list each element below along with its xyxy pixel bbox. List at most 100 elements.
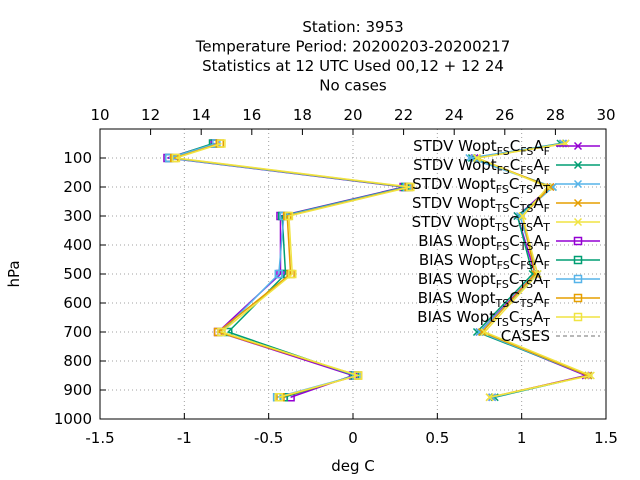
legend-label-part: TS: [518, 221, 533, 234]
data-point: [472, 153, 482, 163]
legend-label-part: F: [544, 164, 550, 177]
series-bottom: [171, 139, 415, 402]
legend-label-part: A: [533, 308, 544, 326]
data-point: [518, 211, 527, 221]
y-tick-label: 800: [63, 352, 92, 370]
x-tick-label: -1.5: [85, 429, 114, 447]
legend-label-part: TS: [494, 221, 509, 234]
legend-label-part: TS: [518, 316, 533, 329]
y-tick-label: 500: [63, 265, 92, 283]
legend-label-part: TS: [494, 316, 509, 329]
x2-tick-label: 20: [343, 106, 362, 124]
data-point: [480, 327, 489, 337]
legend-label-part: BIAS Wopt: [418, 289, 496, 307]
series-line: [474, 142, 594, 398]
x2-tick-label: 14: [192, 106, 211, 124]
legend-label-part: A: [533, 251, 544, 269]
data-point: [573, 312, 583, 322]
legend-label-part: FS: [497, 145, 510, 158]
y-tick-label: 100: [63, 149, 92, 167]
x-tick-label: 0: [348, 429, 358, 447]
y-tick-label: 600: [63, 294, 92, 312]
legend-label-part: BIAS Wopt: [418, 270, 496, 288]
title-line: Temperature Period: 20200203-20200217: [195, 38, 511, 56]
x2-tick-label: 26: [495, 106, 514, 124]
legend-label: BIAS WoptTSCTSAT: [417, 308, 550, 329]
legend-label: BIAS WoptFSCTSAF: [418, 232, 550, 253]
y-tick-label: 900: [63, 381, 92, 399]
legend-label: BIAS WoptFSCFSAF: [419, 251, 550, 272]
axis-ticks: -1.5 -1 -0.5 0 0.5 1 1.5 10 12 14 16 18 20 22 24 26 28 30…: [54, 106, 618, 447]
data-point: [573, 179, 583, 189]
legend-label-part: FS: [496, 183, 509, 196]
data-point: [477, 327, 487, 337]
legend-label-part: F: [544, 240, 550, 253]
legend-label-part: C: [510, 137, 520, 155]
data-point: [543, 182, 552, 192]
legend-label-part: TS: [519, 297, 534, 310]
data-point: [573, 274, 583, 284]
chart-title: Station: 3953 Temperature Period: 2020020…: [195, 18, 511, 95]
title-line: Statistics at 12 UTC Used 00,12 + 12 24: [202, 57, 504, 75]
legend-label-part: T: [542, 278, 550, 291]
y-tick-label: 300: [63, 207, 92, 225]
legend-label-part: FS: [496, 240, 509, 253]
legend-label-part: A: [533, 270, 544, 288]
legend-label-part: BIAS Wopt: [418, 232, 496, 250]
x-tick-label: 1: [517, 429, 527, 447]
legend-label: STDV WoptTSCTSAF: [412, 194, 550, 215]
legend-label-part: TS: [518, 183, 533, 196]
x2-tick-label: 12: [141, 106, 160, 124]
legend-label-part: F: [544, 202, 550, 215]
data-point: [171, 153, 181, 163]
legend-label-part: BIAS Wopt: [417, 308, 495, 326]
legend-label-part: C: [510, 156, 520, 174]
x2-tick-label: 10: [90, 106, 109, 124]
legend-label-part: A: [533, 156, 544, 174]
x-tick-label: 1.5: [594, 429, 618, 447]
x-axis-label: deg C: [331, 457, 375, 475]
legend-label-part: C: [509, 270, 519, 288]
data-point: [284, 211, 294, 221]
y-tick-label: 1000: [54, 410, 92, 428]
legend-label-part: C: [509, 289, 519, 307]
legend-label-part: FS: [520, 259, 533, 272]
data-point: [573, 141, 583, 151]
legend-label-part: STDV Wopt: [412, 213, 496, 231]
legend-label-part: C: [509, 175, 519, 193]
x-tick-label: -0.5: [254, 429, 283, 447]
data-point: [465, 153, 474, 163]
data-point: [217, 327, 226, 337]
legend-label-part: TS: [519, 202, 534, 215]
grid: [100, 129, 606, 419]
data-point: [485, 393, 494, 402]
legend-label-part: CASES: [501, 327, 550, 345]
legend-label: BIAS WoptTSCTSAF: [418, 289, 550, 310]
x2-tick-label: 16: [242, 106, 261, 124]
legend-label-part: TS: [519, 240, 534, 253]
legend-label-part: STDV Wopt: [413, 137, 497, 155]
data-point: [533, 269, 542, 279]
x2-tick-label: 22: [394, 106, 413, 124]
legend-label: STDV WoptTSCTSAT: [412, 213, 551, 234]
data-point: [406, 182, 415, 192]
legend-label-part: A: [533, 232, 544, 250]
legend-label-part: F: [544, 297, 550, 310]
data-point: [274, 393, 284, 402]
legend-label-part: C: [509, 308, 519, 326]
legend-label-part: A: [533, 213, 544, 231]
legend-label-part: F: [544, 259, 550, 272]
legend-label: STDV WoptFSCFSAF: [413, 156, 550, 177]
legend-label: STDV WoptFSCFSAF: [413, 137, 550, 158]
legend-label: STDV WoptFSCTSAT: [412, 175, 550, 196]
legend-label-part: FS: [520, 145, 533, 158]
legend-label-part: TS: [495, 202, 510, 215]
data-point: [573, 255, 583, 265]
series-line: [175, 142, 411, 398]
x-tick-label: 0.5: [425, 429, 449, 447]
legend-label-part: FS: [497, 164, 510, 177]
legend-label-part: C: [509, 213, 519, 231]
title-line: No cases: [319, 77, 387, 95]
